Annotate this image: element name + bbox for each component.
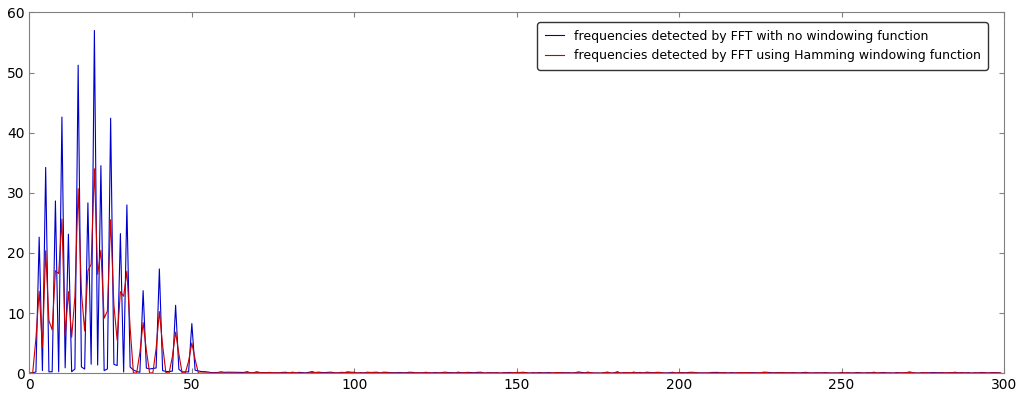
frequencies detected by FFT with no windowing function [845, 371, 857, 375]
frequencies detected by FFT using Hamming windowing function [601, 370, 613, 375]
frequencies detected by FFT with no windowing function [910, 371, 923, 375]
frequencies detected by FFT using Hamming windowing function [27, 371, 39, 375]
frequencies detected by FFT with no windowing function [27, 371, 39, 375]
frequencies detected by FFT with no windowing function [871, 371, 884, 375]
frequencies detected by FFT using Hamming windowing function [24, 371, 36, 375]
Legend: frequencies detected by FFT with no windowing function, frequencies detected by : frequencies detected by FFT with no wind… [538, 22, 988, 69]
frequencies detected by FFT with no windowing function [605, 371, 617, 375]
frequencies detected by FFT using Hamming windowing function [845, 371, 857, 375]
Line: frequencies detected by FFT with no windowing function: frequencies detected by FFT with no wind… [30, 30, 1000, 373]
frequencies detected by FFT using Hamming windowing function [88, 166, 100, 171]
frequencies detected by FFT with no windowing function [88, 28, 100, 33]
frequencies detected by FFT using Hamming windowing function [605, 371, 617, 375]
frequencies detected by FFT with no windowing function [621, 370, 633, 375]
frequencies detected by FFT with no windowing function [24, 371, 36, 375]
Line: frequencies detected by FFT using Hamming windowing function: frequencies detected by FFT using Hammin… [30, 169, 1000, 373]
frequencies detected by FFT with no windowing function [601, 370, 613, 375]
frequencies detected by FFT using Hamming windowing function [994, 371, 1007, 375]
frequencies detected by FFT with no windowing function [994, 371, 1007, 375]
frequencies detected by FFT using Hamming windowing function [907, 370, 920, 375]
frequencies detected by FFT using Hamming windowing function [621, 370, 633, 375]
